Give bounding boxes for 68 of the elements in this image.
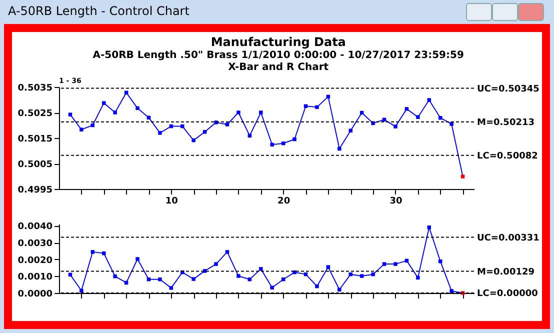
point <box>158 131 162 135</box>
point <box>169 286 174 290</box>
point <box>338 288 342 292</box>
point <box>394 262 398 266</box>
point <box>382 262 386 266</box>
point <box>113 274 117 278</box>
text: X-Bar and R Chart <box>228 62 329 73</box>
point <box>270 286 274 290</box>
point <box>158 277 162 282</box>
x-tick-label: 20 <box>278 196 290 206</box>
point <box>225 250 230 254</box>
y-tick-label: 0.5035 <box>18 84 52 94</box>
point <box>80 128 84 132</box>
point <box>371 272 375 276</box>
point <box>450 122 454 126</box>
point <box>90 250 95 254</box>
point <box>202 130 207 134</box>
y-tick-label: 0.5015 <box>18 134 52 144</box>
y-tick-label: 0.5005 <box>18 160 52 170</box>
point <box>315 284 319 288</box>
point <box>460 174 465 178</box>
x-tick-label: 10 <box>165 196 178 206</box>
point <box>136 106 140 110</box>
point <box>236 110 240 114</box>
point <box>225 122 230 126</box>
point <box>146 116 151 120</box>
ref-line-label: UC=0.00331 <box>477 233 540 244</box>
point <box>416 276 420 280</box>
y-tick-label: 0.4995 <box>18 186 52 196</box>
point <box>292 137 296 142</box>
point <box>404 107 409 111</box>
point <box>136 257 140 261</box>
y-tick-label: 0.0000 <box>18 290 52 300</box>
point <box>80 288 84 293</box>
point <box>236 274 240 278</box>
y-tick-label: 0.5025 <box>18 109 52 119</box>
ref-line-label: M=0.50213 <box>477 118 534 128</box>
chart-subtitle: A-50RB Length .50" Brass 1/1/2010 0:00:00 - 10/27/2017 23:59:59 <box>92 50 464 61</box>
point <box>259 267 263 271</box>
point <box>450 289 454 293</box>
point <box>192 277 196 281</box>
point <box>113 110 117 114</box>
ref-line-label: LC=0.50082 <box>477 151 538 162</box>
point <box>270 142 274 146</box>
y-tick-label: 0.0040 <box>18 222 52 232</box>
y-tick-label: 0.0020 <box>18 256 52 266</box>
x-tick-label: 30 <box>390 196 402 206</box>
point <box>214 262 218 266</box>
point <box>416 115 420 119</box>
y-tick-label: 0.0030 <box>18 239 52 250</box>
ref-line-label: LC=0.00000 <box>477 289 538 299</box>
point <box>348 128 352 132</box>
point <box>68 112 72 116</box>
ref-line-label: M=0.00129 <box>477 267 534 278</box>
point <box>360 274 364 278</box>
chart-title: Manufacturing Data <box>210 35 346 49</box>
point <box>315 105 319 110</box>
point <box>192 138 196 142</box>
point <box>394 124 398 128</box>
point <box>326 265 330 269</box>
point <box>338 146 342 151</box>
y-tick-label: 0.0010 <box>18 272 52 283</box>
point <box>102 101 106 105</box>
point <box>124 90 128 94</box>
text: A-50RB Length - Control Chart <box>8 4 190 18</box>
ref-line-label: UC=0.50345 <box>477 84 540 94</box>
point <box>259 110 263 114</box>
point <box>427 98 432 102</box>
